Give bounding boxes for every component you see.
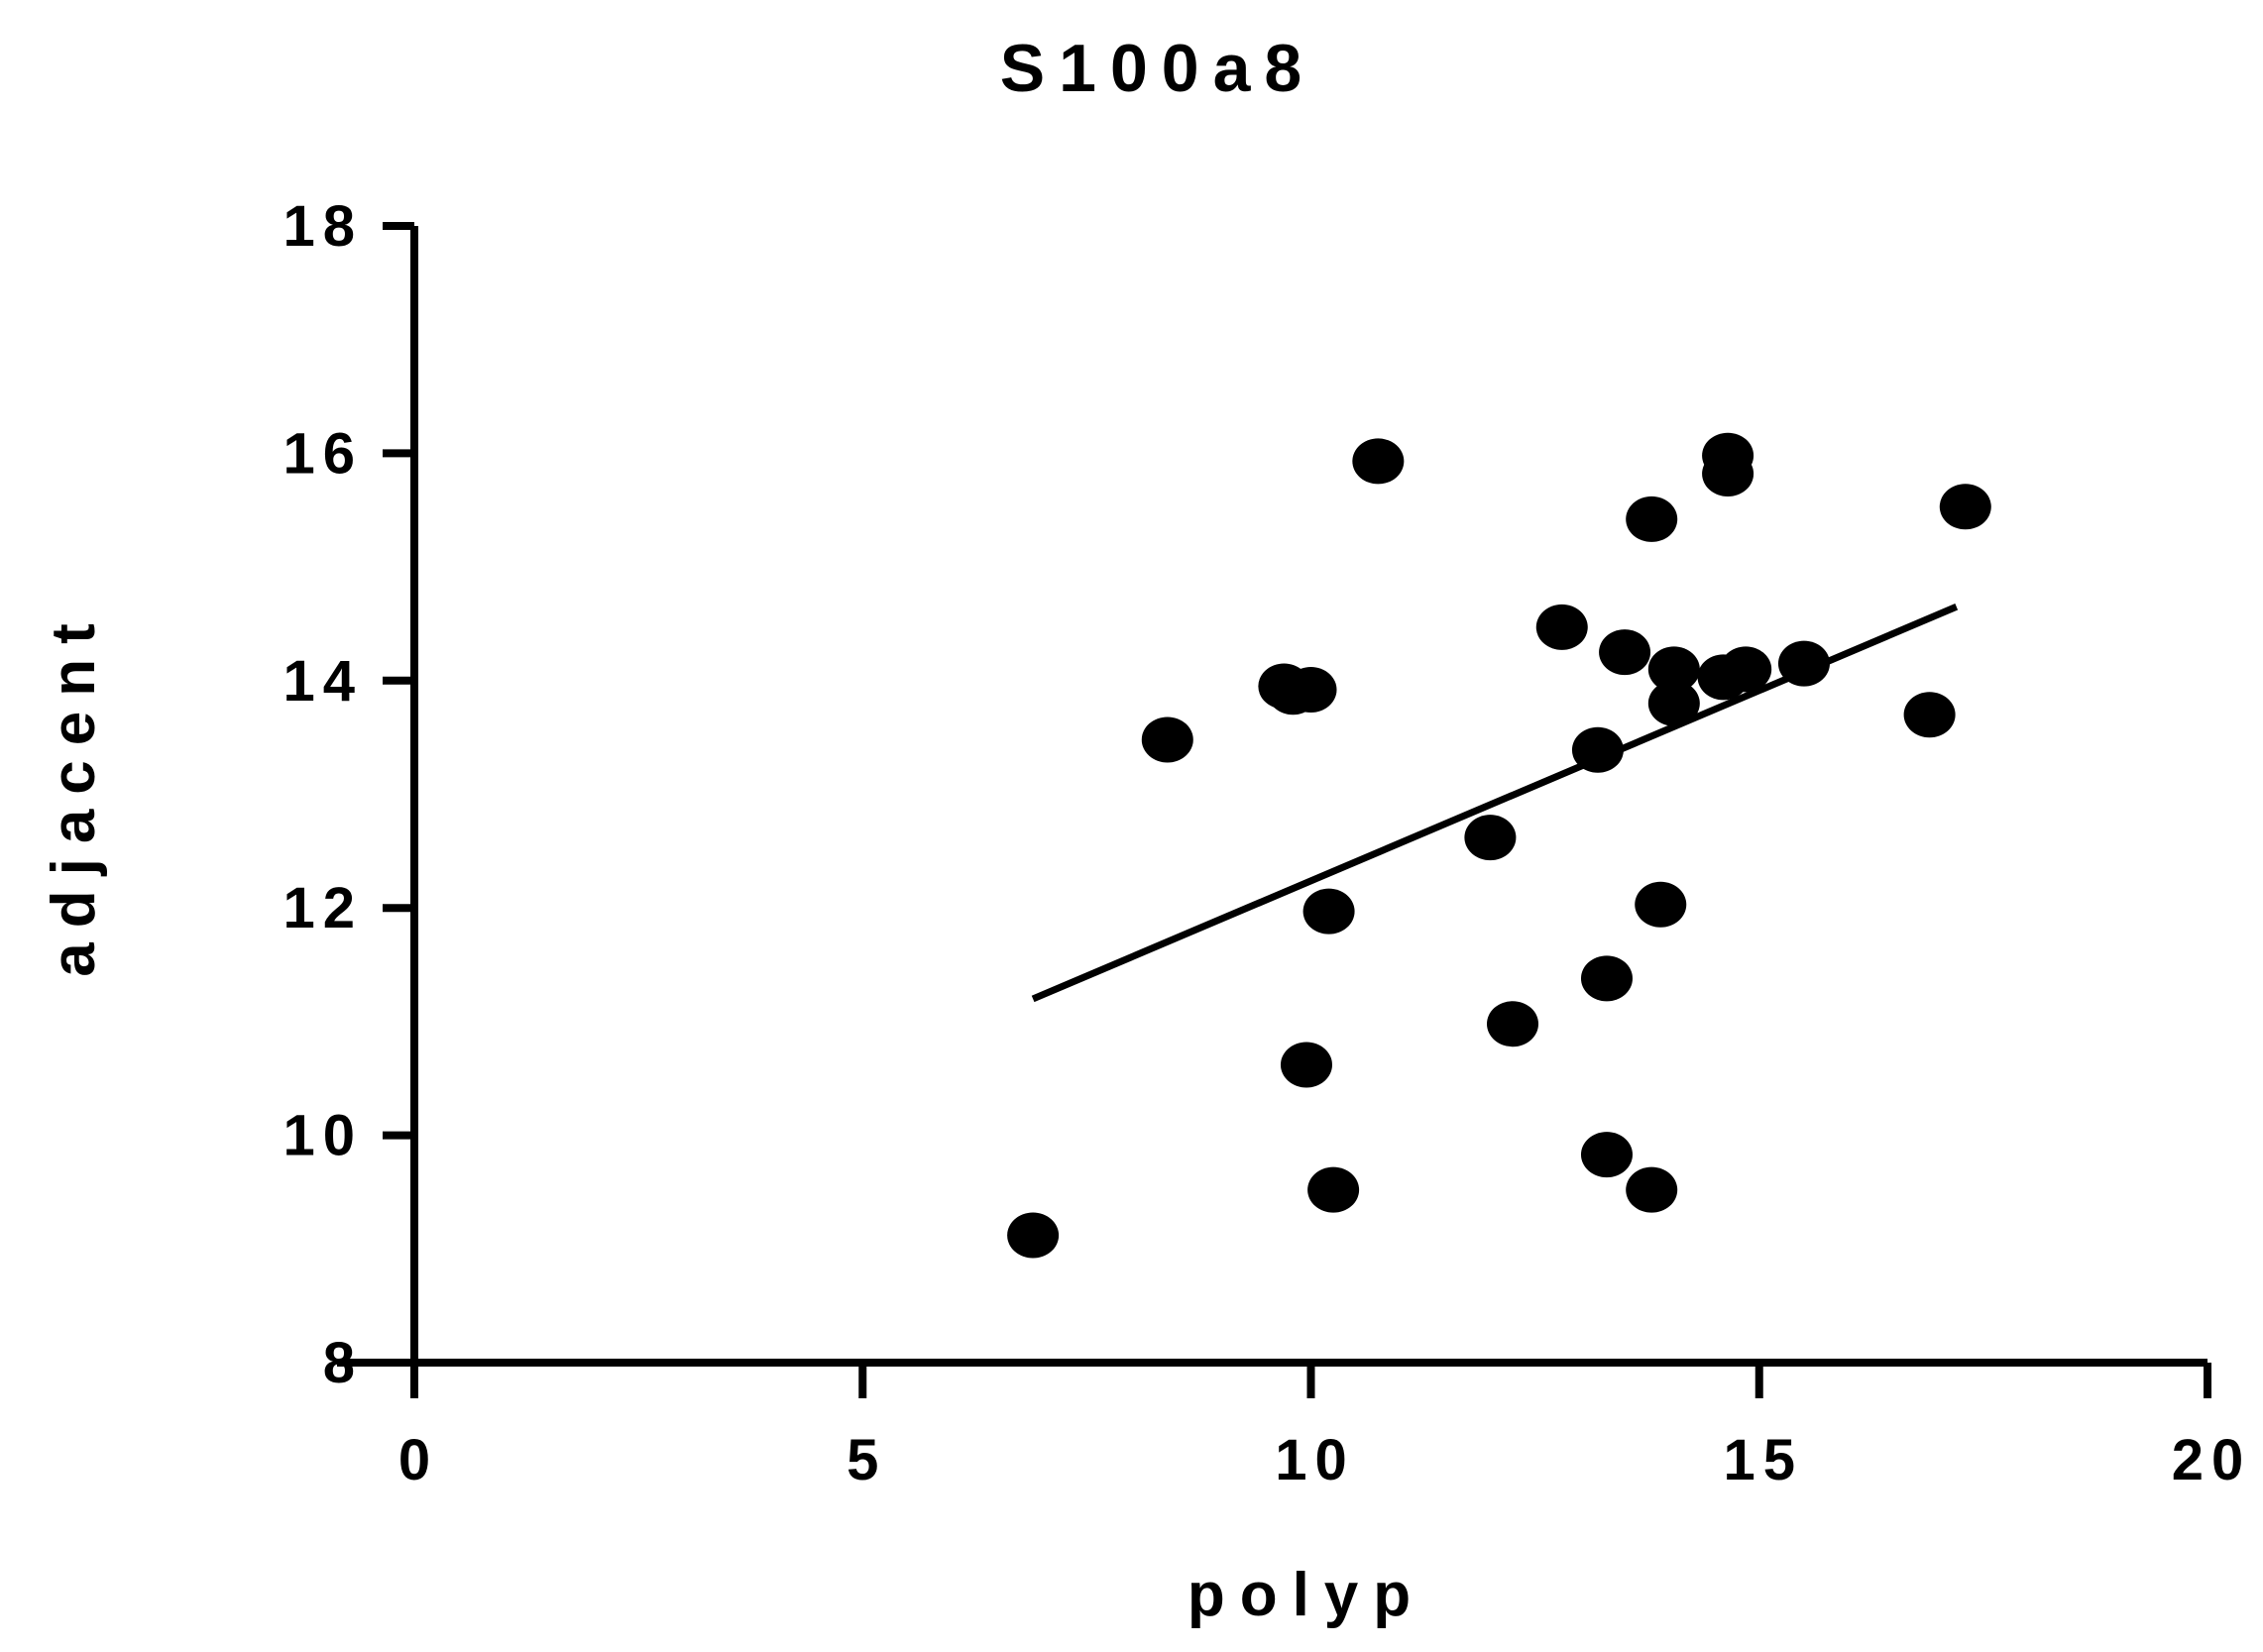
trend-line-group — [1031, 604, 1959, 1003]
data-point — [1647, 646, 1700, 693]
x-axis-ticks: 0 5 10 15 20 — [398, 1363, 2252, 1492]
data-points — [1007, 432, 1991, 1259]
data-point — [1580, 1132, 1633, 1178]
data-point — [1007, 1212, 1060, 1259]
data-point — [1720, 646, 1772, 693]
data-point — [1702, 451, 1754, 497]
data-point — [1626, 496, 1678, 542]
x-tick-label: 0 — [398, 1428, 438, 1492]
data-point — [1487, 1001, 1539, 1047]
trend-line — [1031, 604, 1959, 1003]
data-point — [1280, 1042, 1332, 1088]
data-point — [1635, 881, 1687, 928]
y-tick-label: 18 — [283, 194, 363, 259]
data-point — [1647, 680, 1700, 726]
data-point — [1352, 438, 1405, 485]
data-point — [1939, 484, 1991, 530]
chart-title: S100a8 — [1000, 31, 1315, 106]
y-tick-label: 8 — [323, 1331, 363, 1395]
data-point — [1599, 629, 1651, 676]
y-tick-label: 10 — [283, 1104, 363, 1168]
y-tick-label: 16 — [283, 421, 363, 486]
y-tick-label: 14 — [283, 649, 363, 714]
x-tick-label: 5 — [847, 1428, 886, 1492]
y-axis-label: adjacent — [40, 608, 108, 977]
y-tick-label: 12 — [283, 876, 363, 940]
data-point — [1307, 1166, 1360, 1213]
data-point — [1464, 815, 1517, 861]
data-point — [1535, 604, 1588, 650]
data-point — [1903, 692, 1956, 738]
data-point — [1302, 888, 1355, 935]
data-point — [1285, 666, 1337, 713]
y-axis-ticks: 8 10 12 14 16 18 — [283, 194, 414, 1395]
data-point — [1580, 955, 1633, 1002]
data-point — [1141, 716, 1193, 763]
x-tick-label: 10 — [1275, 1428, 1355, 1492]
x-axis-label: polyp — [1188, 1561, 1425, 1629]
x-tick-label: 20 — [2172, 1428, 2252, 1492]
x-tick-label: 15 — [1723, 1428, 1803, 1492]
data-point — [1626, 1166, 1678, 1213]
